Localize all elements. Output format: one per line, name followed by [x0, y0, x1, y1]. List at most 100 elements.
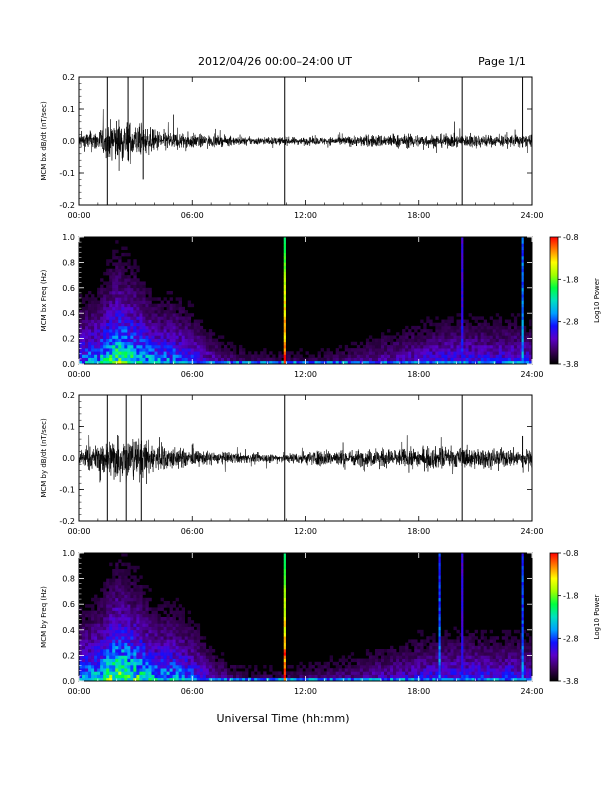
spectrogram-cell: [435, 348, 439, 352]
spectral-event-segment: [461, 338, 464, 343]
spectrogram-cell: [112, 623, 116, 627]
spectrogram-cell: [142, 287, 146, 292]
spectrogram-cell: [148, 677, 152, 682]
spectrogram-cell: [405, 661, 409, 666]
spectrogram-cell: [284, 357, 288, 362]
spectrogram-cell: [223, 344, 228, 349]
colorbar-tick-label: -1.8: [563, 275, 579, 284]
spectrogram-cell: [103, 597, 107, 602]
spectrogram-cell: [193, 665, 198, 669]
spectrogram-cell: [127, 335, 131, 339]
spectrogram-cell: [187, 649, 192, 653]
spectrogram-cell: [103, 360, 107, 365]
spectrogram-cell: [492, 344, 497, 349]
spectrogram-cell: [118, 559, 122, 563]
spectrogram-cell: [230, 357, 234, 362]
panel-1: 00:00 06:00 12:00 18:00 24:00-0.2-0.10.00.10…: [40, 73, 544, 220]
spectrogram-cell: [142, 604, 146, 608]
spectrogram-cell: [507, 658, 512, 663]
spectrogram-cell: [115, 645, 119, 650]
spectrogram-cell: [405, 348, 409, 352]
spectrogram-cell: [100, 354, 104, 358]
spectrogram-cell: [139, 322, 143, 327]
spectrogram-cell: [245, 677, 249, 682]
spectrogram-cell: [236, 677, 240, 682]
spectrogram-cell: [387, 335, 391, 339]
spectrogram-cell: [175, 626, 179, 631]
spectrogram-cell: [516, 360, 521, 365]
spectrogram-cell: [88, 297, 92, 301]
spectrogram-cell: [190, 344, 195, 349]
spectrogram-cell: [190, 658, 195, 663]
spectrogram-cell: [353, 674, 358, 679]
spectrogram-cell: [148, 319, 152, 324]
spectrogram-cell: [121, 348, 125, 352]
spectrogram-cell: [127, 565, 131, 570]
spectrogram-cell: [465, 351, 469, 355]
spectrogram-cell: [79, 329, 83, 333]
spectrogram-cell: [242, 677, 246, 682]
spectrogram-cell: [145, 674, 149, 679]
spectrogram-cell: [85, 325, 89, 330]
spectrogram-cell: [362, 671, 367, 675]
spectrogram-cell: [187, 360, 192, 365]
spectrogram-cell: [474, 629, 478, 634]
spectral-event-segment: [438, 572, 441, 576]
spectrogram-cell: [145, 306, 149, 311]
spectrogram-cell: [127, 639, 131, 643]
spectrogram-cell: [287, 360, 291, 365]
spectrogram-cell: [387, 671, 391, 675]
spectrogram-cell: [486, 329, 491, 333]
spectrogram-cell: [420, 655, 424, 659]
spectrogram-cell: [420, 645, 424, 650]
spectrogram-cell: [118, 655, 122, 659]
spectrogram-cell: [420, 658, 424, 663]
spectrogram-cell: [100, 348, 104, 352]
spectral-event-segment: [283, 655, 286, 659]
spectrogram-cell: [106, 639, 110, 643]
spectrogram-cell: [127, 629, 131, 634]
spectrogram-cell: [142, 297, 146, 301]
spectrogram-cell: [151, 313, 155, 317]
spectrogram-cell: [522, 642, 527, 647]
spectral-event-segment: [461, 658, 464, 663]
spectrogram-cell: [94, 617, 98, 621]
spectrogram-cell: [106, 642, 110, 647]
spectrogram-cell: [254, 674, 258, 679]
spectrogram-cell: [127, 259, 131, 263]
spectrogram-cell: [100, 297, 104, 301]
spectrogram-cell: [100, 610, 104, 615]
spectrogram-cell: [492, 338, 497, 343]
spectrogram-cell: [492, 668, 497, 672]
spectrogram-cell: [450, 338, 454, 343]
spectrogram-cell: [522, 671, 527, 675]
spectrogram-cell: [347, 674, 352, 679]
spectrogram-cell: [169, 658, 173, 663]
spectrogram-cell: [329, 658, 333, 663]
spectrogram-cell: [495, 319, 500, 324]
spectrogram-cell: [468, 668, 472, 672]
spectrogram-cell: [411, 665, 415, 669]
spectrogram-cell: [522, 665, 527, 669]
spectrogram-cell: [492, 655, 497, 659]
spectrogram-cell: [184, 642, 189, 647]
spectrogram-cell: [160, 652, 164, 656]
spectrogram-cell: [444, 677, 448, 682]
spectrogram-cell: [344, 668, 349, 672]
spectrogram-cell: [178, 360, 182, 365]
spectrogram-cell: [148, 360, 152, 365]
spectrogram-cell: [405, 658, 409, 663]
spectrogram-cell: [115, 639, 119, 643]
spectrogram-cell: [420, 652, 424, 656]
spectrogram-cell: [465, 354, 469, 358]
spectrogram-cell: [169, 620, 173, 624]
spectrogram-cell: [456, 652, 460, 656]
spectrogram-cell: [223, 668, 228, 672]
spectrogram-cell: [163, 661, 167, 666]
spectrogram-cell: [332, 671, 336, 675]
spectrogram-cell: [323, 354, 327, 358]
spectrogram-cell: [214, 671, 219, 675]
spectrogram-cell: [480, 645, 484, 650]
spectral-event-segment: [461, 623, 464, 627]
spectrogram-cell: [390, 351, 394, 355]
